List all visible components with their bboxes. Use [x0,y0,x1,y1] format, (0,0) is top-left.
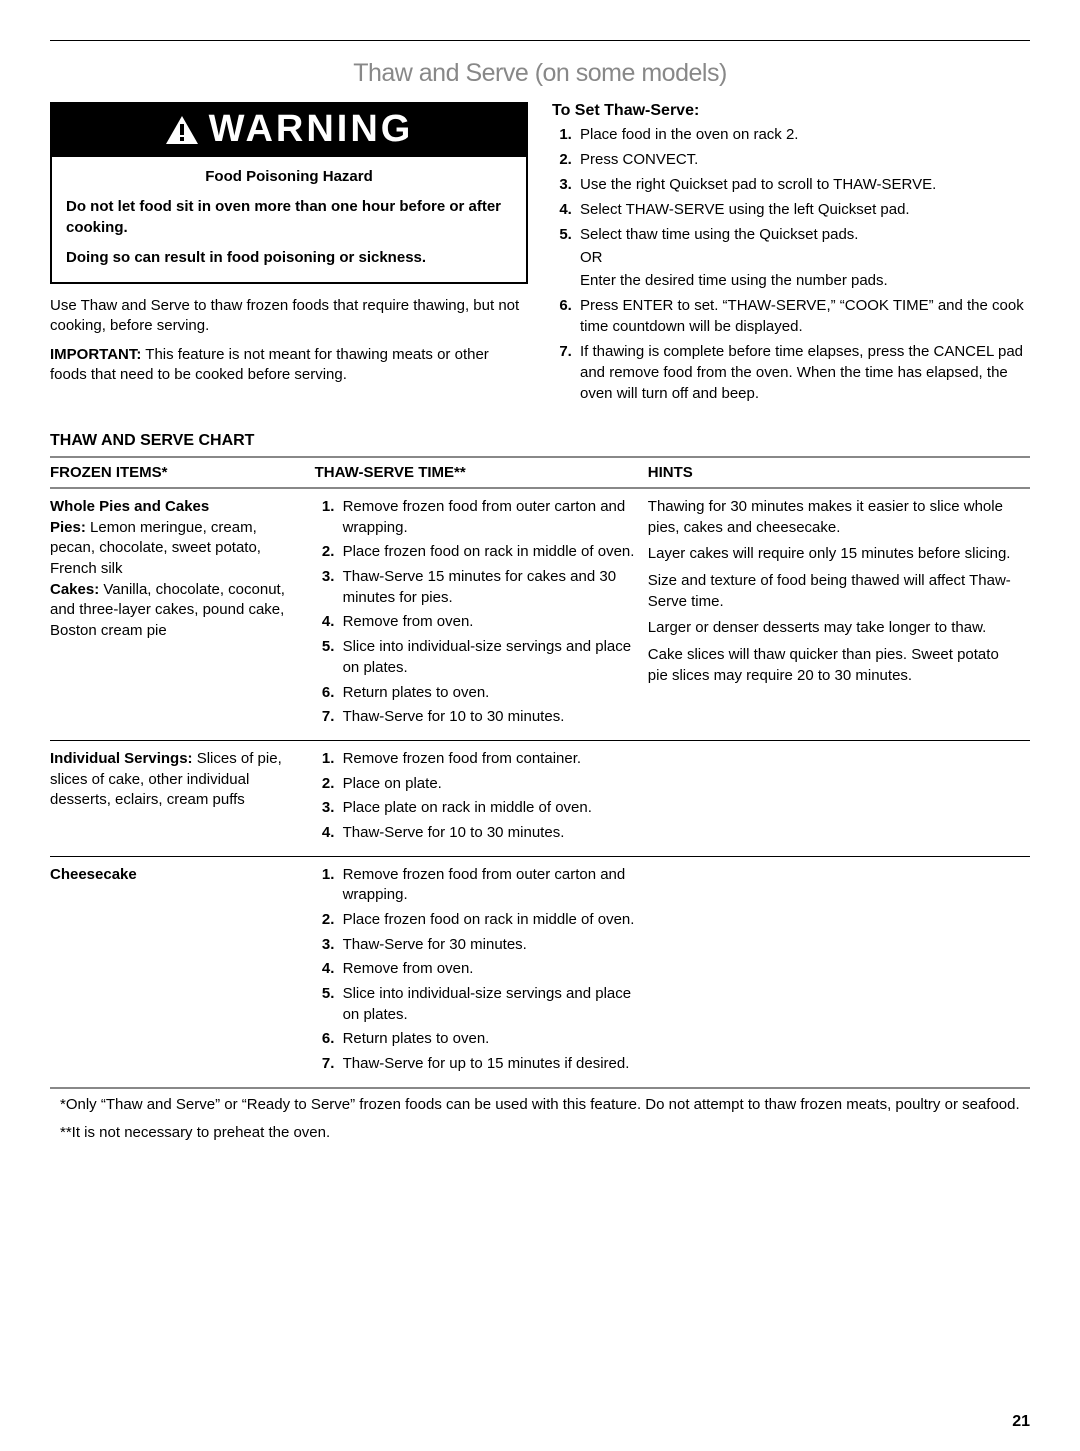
footnote-1: *Only “Thaw and Serve” or “Ready to Serv… [60,1095,1030,1115]
list-item: Slice into individual-size servings and … [339,984,638,1025]
col-header-time: THAW-SERVE TIME** [315,457,648,488]
thaw-serve-chart: FROZEN ITEMS* THAW-SERVE TIME** HINTS Wh… [50,456,1030,1089]
step-1: Place food in the oven on rack 2. [576,124,1030,145]
warning-label: WARNING [209,108,414,151]
step-5-or: OR [580,247,1030,268]
cell-items: Whole Pies and Cakes Pies: Lemon meringu… [50,488,315,740]
section-title: Thaw and Serve (on some models) [50,59,1030,88]
list-item: Remove frozen food from outer carton and… [339,865,638,906]
list-item: Return plates to oven. [339,683,638,704]
row1-title: Whole Pies and Cakes [50,498,209,515]
list-item: Remove frozen food from container. [339,749,638,770]
cell-hints [648,856,1030,1088]
warning-body: Food Poisoning Hazard Do not let food si… [52,157,526,282]
top-rule [50,40,1030,41]
title-main: Thaw and Serve [353,59,528,87]
right-column: To Set Thaw-Serve: Place food in the ove… [552,102,1030,408]
list-item: Thaw-Serve for 10 to 30 minutes. [339,823,638,844]
row2-time-steps: Remove frozen food from container. Place… [315,749,638,844]
hazard-title: Food Poisoning Hazard [66,167,512,187]
warning-line-1: Do not let food sit in oven more than on… [66,197,512,238]
list-item: Thaw-Serve for 30 minutes. [339,935,638,956]
chart-title: THAW AND SERVE CHART [50,432,1030,450]
list-item: Remove from oven. [339,959,638,980]
warning-header: WARNING [52,104,526,157]
hint: Larger or denser desserts may take longe… [648,618,1020,639]
step-4: Select THAW-SERVE using the left Quickse… [576,199,1030,220]
table-row: Individual Servings: Slices of pie, slic… [50,740,1030,856]
col-header-hints: HINTS [648,457,1030,488]
important-label: IMPORTANT: [50,346,141,363]
intro-paragraph-2: IMPORTANT: This feature is not meant for… [50,345,528,386]
step-5-text: Select thaw time using the Quickset pads… [580,226,858,243]
cell-hints [648,740,1030,856]
two-column-layout: WARNING Food Poisoning Hazard Do not let… [50,102,1030,408]
warning-line-2: Doing so can result in food poisoning or… [66,248,512,268]
list-item: Thaw-Serve for 10 to 30 minutes. [339,707,638,728]
hint: Size and texture of food being thawed wi… [648,571,1020,612]
intro-paragraph-1: Use Thaw and Serve to thaw frozen foods … [50,296,528,337]
warning-box: WARNING Food Poisoning Hazard Do not let… [50,102,528,284]
row3-time-steps: Remove frozen food from outer carton and… [315,865,638,1075]
list-item: Thaw-Serve for up to 15 minutes if desir… [339,1054,638,1075]
list-item: Place plate on rack in middle of oven. [339,798,638,819]
list-item: Return plates to oven. [339,1029,638,1050]
list-item: Place frozen food on rack in middle of o… [339,910,638,931]
left-column: WARNING Food Poisoning Hazard Do not let… [50,102,528,408]
row1-time-steps: Remove frozen food from outer carton and… [315,497,638,728]
set-steps: Place food in the oven on rack 2. Press … [552,124,1030,404]
footnote-2: **It is not necessary to preheat the ove… [60,1123,1030,1143]
row3-title: Cheesecake [50,866,137,883]
row1-cakes-label: Cakes: [50,581,99,598]
cell-items: Cheesecake [50,856,315,1088]
hint: Cake slices will thaw quicker than pies.… [648,645,1020,686]
title-sub: (on some models) [528,59,727,87]
step-6: Press ENTER to set. “THAW-SERVE,” “COOK … [576,295,1030,337]
table-row: Cheesecake Remove frozen food from outer… [50,856,1030,1088]
step-7: If thawing is complete before time elaps… [576,341,1030,404]
cell-hints: Thawing for 30 minutes makes it easier t… [648,488,1030,740]
warning-triangle-icon [165,115,199,145]
row1-pies-label: Pies: [50,519,86,536]
list-item: Slice into individual-size servings and … [339,637,638,678]
set-heading: To Set Thaw-Serve: [552,102,1030,120]
hint: Layer cakes will require only 15 minutes… [648,544,1020,565]
footnotes: *Only “Thaw and Serve” or “Ready to Serv… [60,1095,1030,1144]
step-5-alt: Enter the desired time using the number … [580,270,1030,291]
table-header-row: FROZEN ITEMS* THAW-SERVE TIME** HINTS [50,457,1030,488]
step-2: Press CONVECT. [576,149,1030,170]
page: Thaw and Serve (on some models) WARNING … [0,0,1080,1451]
list-item: Thaw-Serve 15 minutes for cakes and 30 m… [339,567,638,608]
list-item: Remove from oven. [339,612,638,633]
row2-label: Individual Servings: [50,750,193,767]
hint: Thawing for 30 minutes makes it easier t… [648,497,1020,538]
cell-items: Individual Servings: Slices of pie, slic… [50,740,315,856]
cell-time: Remove frozen food from outer carton and… [315,856,648,1088]
list-item: Place on plate. [339,774,638,795]
list-item: Place frozen food on rack in middle of o… [339,542,638,563]
step-3: Use the right Quickset pad to scroll to … [576,174,1030,195]
step-5: Select thaw time using the Quickset pads… [576,224,1030,291]
cell-time: Remove frozen food from container. Place… [315,740,648,856]
list-item: Remove frozen food from outer carton and… [339,497,638,538]
page-number: 21 [50,1413,1030,1431]
col-header-items: FROZEN ITEMS* [50,457,315,488]
cell-time: Remove frozen food from outer carton and… [315,488,648,740]
table-row: Whole Pies and Cakes Pies: Lemon meringu… [50,488,1030,740]
